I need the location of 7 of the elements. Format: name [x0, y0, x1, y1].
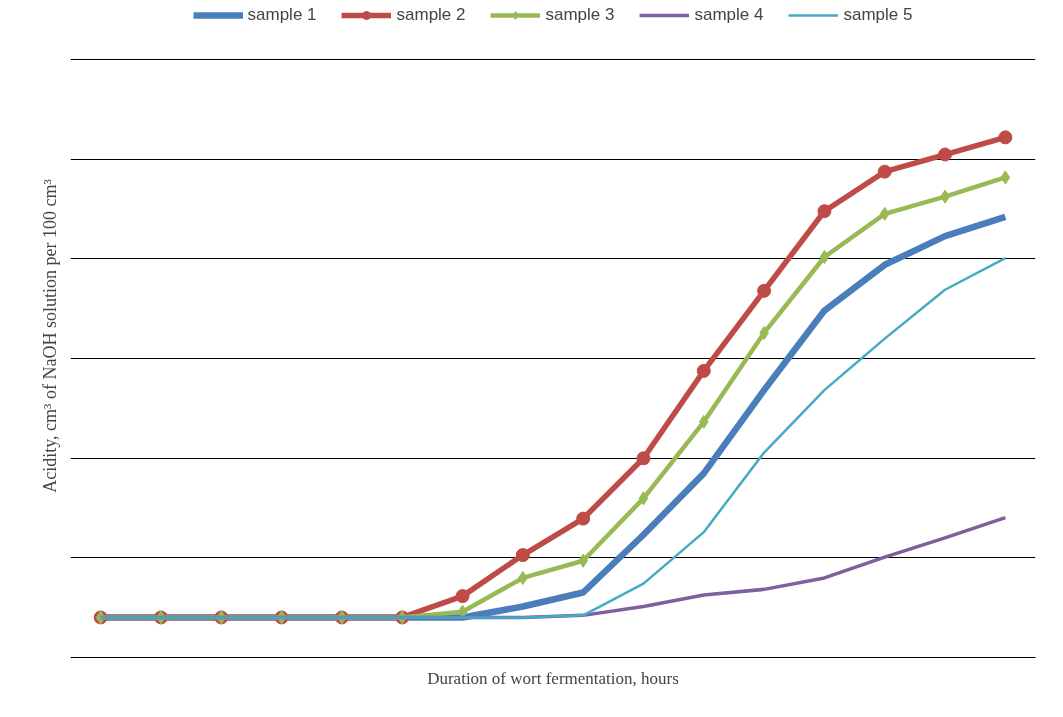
- legend-label: sample 3: [545, 5, 615, 25]
- legend-label: sample 4: [694, 5, 764, 25]
- x-axis-title: Duration of wort fermentation, hours: [427, 668, 679, 688]
- legend-label: sample 1: [247, 5, 317, 25]
- y-axis-title: Acidity, cm³ of NaOH solution per 100 cm³: [39, 178, 60, 493]
- legend-label: sample 2: [396, 5, 466, 25]
- legend-label: sample 5: [843, 5, 913, 25]
